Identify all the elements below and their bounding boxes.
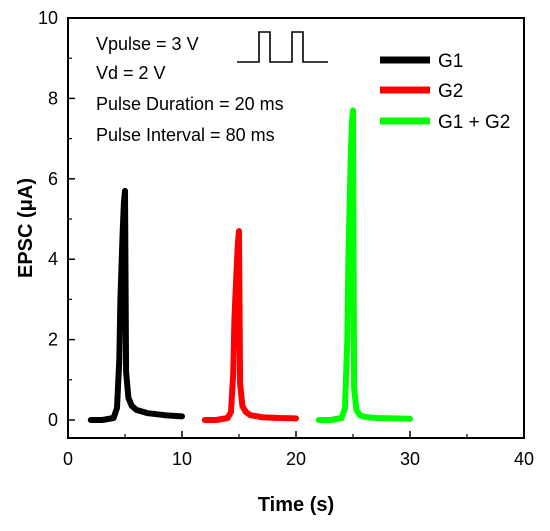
y-axis-title: EPSC (μA) xyxy=(15,178,37,278)
y-tick-label: 8 xyxy=(48,88,58,108)
legend-label-g2: G2 xyxy=(438,81,463,102)
series-line-g2 xyxy=(201,228,299,423)
legend: G1 G2 G1 + G2 xyxy=(380,51,510,133)
annotation-pulse-interval: Pulse Interval = 80 ms xyxy=(96,125,275,145)
x-tick-label: 40 xyxy=(514,449,534,469)
x-axis-title: Time (s) xyxy=(258,494,334,516)
series-line-g1-g2 xyxy=(315,107,413,423)
y-tick-label: 0 xyxy=(48,410,58,430)
x-tick-label: 10 xyxy=(172,449,192,469)
x-tick-label: 20 xyxy=(286,449,306,469)
annotation-vpulse: Vpulse = 3 V xyxy=(96,34,199,54)
series-layer xyxy=(87,107,413,423)
y-tick-label: 2 xyxy=(48,330,58,350)
x-tick-label: 30 xyxy=(400,449,420,469)
legend-label-g1: G1 xyxy=(438,51,463,72)
axis-ticks: 0 10 20 30 40 0 2 4 6 8 10 xyxy=(38,8,534,469)
annotation-vd: Vd = 2 V xyxy=(96,63,166,83)
y-tick-label: 6 xyxy=(48,169,58,189)
x-tick-label: 0 xyxy=(63,449,73,469)
y-tick-label: 10 xyxy=(38,8,58,28)
series-line-g1 xyxy=(87,187,185,423)
annotation-pulse-duration: Pulse Duration = 20 ms xyxy=(96,94,284,114)
pulse-waveform-icon xyxy=(237,31,328,63)
legend-label-g1-g2: G1 + G2 xyxy=(438,112,510,133)
annotation-block: Vpulse = 3 V Vd = 2 V Pulse Duration = 2… xyxy=(96,31,328,145)
y-tick-label: 4 xyxy=(48,249,58,269)
